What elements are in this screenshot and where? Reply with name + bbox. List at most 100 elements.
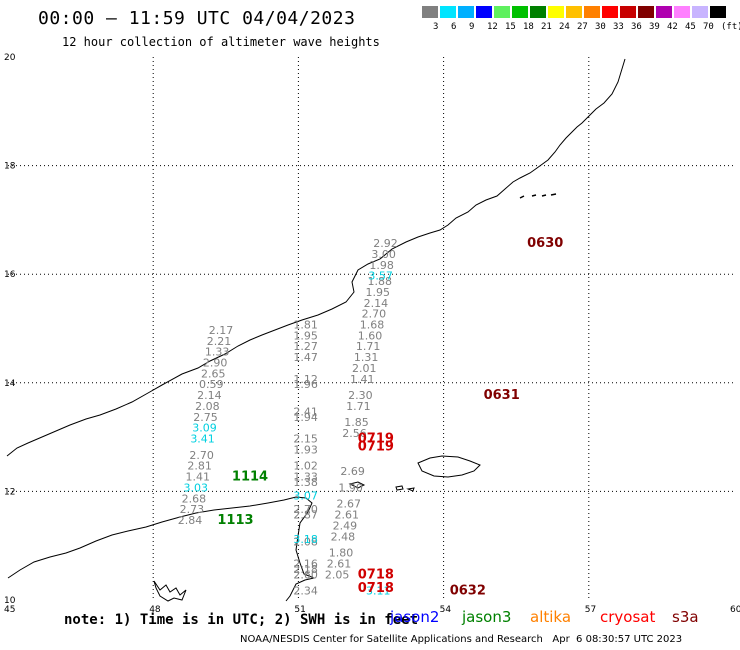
colorbar-label: 18 <box>523 22 534 32</box>
colorbar-label: 30 <box>595 22 606 32</box>
wave-height-value: 2.56 <box>342 427 367 440</box>
colorbar-label: 42 <box>667 22 678 32</box>
kuria-muria-islands <box>519 193 557 199</box>
wave-height-value: 2.08 <box>293 536 318 549</box>
wave-height-value: 2.90 <box>203 357 228 370</box>
wave-height-value: 1.85 <box>344 416 369 429</box>
colorbar-label: 9 <box>469 22 475 32</box>
lon-tick-label: 51 <box>294 605 305 615</box>
small-island <box>406 487 415 492</box>
colorbar-label: 24 <box>559 22 570 32</box>
wave-height-value: 1.12 <box>293 373 318 386</box>
wave-height-value: 2.30 <box>348 389 373 402</box>
colorbar-label: 6 <box>451 22 457 32</box>
wave-height-value: 1.60 <box>358 329 383 342</box>
somali-coast-fragment <box>153 580 187 602</box>
wave-height-value: 3.41 <box>190 433 215 446</box>
axis-tick-labels: 45 48 51 54 57 60 20 18 16 14 12 10 <box>4 53 740 615</box>
wave-height-value: 1.47 <box>293 351 318 364</box>
wave-height-value: 2.92 <box>373 237 398 250</box>
wave-height-values: 2.923.001.981.881.952.142.701.681.601.71… <box>178 237 398 598</box>
colorbar-swatch <box>656 6 672 18</box>
wave-height-value: 2.75 <box>193 411 218 424</box>
colorbar-swatch <box>548 6 564 18</box>
colorbar-label: 21 <box>541 22 552 32</box>
wave-height-value: 1.95 <box>366 286 391 299</box>
wave-height-value: 3.09 <box>192 422 217 435</box>
pass-time-label: 1114 <box>232 470 268 485</box>
pass-time-label: 0630 <box>527 236 563 251</box>
wave-height-value: 3.03 <box>184 481 209 494</box>
wave-height-value: 1.68 <box>360 319 385 332</box>
wave-height-value: 1.88 <box>367 275 392 288</box>
wave-height-value: 2.65 <box>201 367 226 380</box>
horn-of-africa-coastline <box>7 496 316 602</box>
colorbar-label: 39 <box>649 22 660 32</box>
wave-height-value: 1.31 <box>354 351 379 364</box>
colorbar-swatch <box>422 6 438 18</box>
wave-height-value: 2.67 <box>336 498 361 511</box>
wave-height-value: 2.41 <box>293 405 318 418</box>
lat-lon-grid <box>8 57 734 600</box>
wave-height-value: 3.00 <box>371 248 396 261</box>
wave-height-value: 1.95 <box>293 329 318 342</box>
wave-height-value: 3.07 <box>293 490 318 503</box>
wave-height-value: 2.48 <box>331 530 356 543</box>
lon-tick-label: 45 <box>4 605 15 615</box>
colorbar-label: 12 <box>487 22 498 32</box>
wave-height-value: 2.16 <box>293 557 318 570</box>
wave-height-value: 2.73 <box>180 503 205 516</box>
colorbar-swatch <box>674 6 690 18</box>
wave-height-value: 2.01 <box>352 362 377 375</box>
lat-tick-label: 14 <box>4 379 16 389</box>
colorbar-label: 70 <box>703 22 714 32</box>
lat-tick-label: 10 <box>4 596 16 606</box>
wave-height-value: 1.38 <box>293 476 318 489</box>
wave-height-value: 1.71 <box>346 400 371 413</box>
colorbar-swatch <box>512 6 528 18</box>
wave-height-value: 1.93 <box>293 443 318 456</box>
pass-time-label: 1113 <box>217 513 253 528</box>
arabian-peninsula-coastline <box>6 58 626 457</box>
wave-height-value: 2.61 <box>327 557 352 570</box>
wave-height-value: 1.90 <box>338 481 363 494</box>
colorbar-swatch <box>476 6 492 18</box>
lon-tick-label: 57 <box>585 605 596 615</box>
colorbar-label: 15 <box>505 22 516 32</box>
wave-height-value: 2.87 <box>293 509 318 522</box>
wave-height-value: 2.84 <box>178 514 203 527</box>
wave-height-value: 1.33 <box>293 471 318 484</box>
wave-height-value: 1.94 <box>293 411 318 424</box>
wave-height-value: 3.18 <box>293 533 318 546</box>
satellite-legend-jason3: jason3 <box>462 608 512 626</box>
wave-height-value: 1.02 <box>293 460 318 473</box>
small-island <box>395 485 404 491</box>
wave-height-value: 2.69 <box>340 465 365 478</box>
wave-height-value: 0.59 <box>199 378 224 391</box>
pass-time-label: 0632 <box>450 584 486 599</box>
wave-height-value: 2.70 <box>293 503 318 516</box>
colorbar-swatch <box>584 6 600 18</box>
map-subtitle: 12 hour collection of altimeter wave hei… <box>62 35 380 49</box>
wave-height-value: 1.27 <box>293 340 318 353</box>
lat-tick-label: 20 <box>4 53 16 63</box>
wave-height-value: 1.41 <box>185 471 210 484</box>
lon-tick-label: 48 <box>149 605 161 615</box>
wave-height-value: 2.05 <box>325 568 350 581</box>
wave-height-value: 2.34 <box>293 585 318 598</box>
colorbar-swatch <box>440 6 456 18</box>
pass-time-label: 0631 <box>484 388 520 403</box>
wave-height-value: 2.21 <box>207 335 232 348</box>
colorbar-swatch <box>602 6 618 18</box>
pass-time-label: 0719 <box>358 432 394 447</box>
wave-height-value: 1.80 <box>329 547 354 560</box>
satellite-legend-jason2: jason2 <box>390 608 440 626</box>
pass-time-label: 0718 <box>358 581 394 596</box>
colorbar-label: 45 <box>685 22 696 32</box>
wave-height-value: 3.11 <box>366 585 391 598</box>
wave-height-value: 2.18 <box>293 563 318 576</box>
satellite-legend-altika: altika <box>530 608 572 626</box>
wave-height-value: 2.70 <box>362 308 387 321</box>
